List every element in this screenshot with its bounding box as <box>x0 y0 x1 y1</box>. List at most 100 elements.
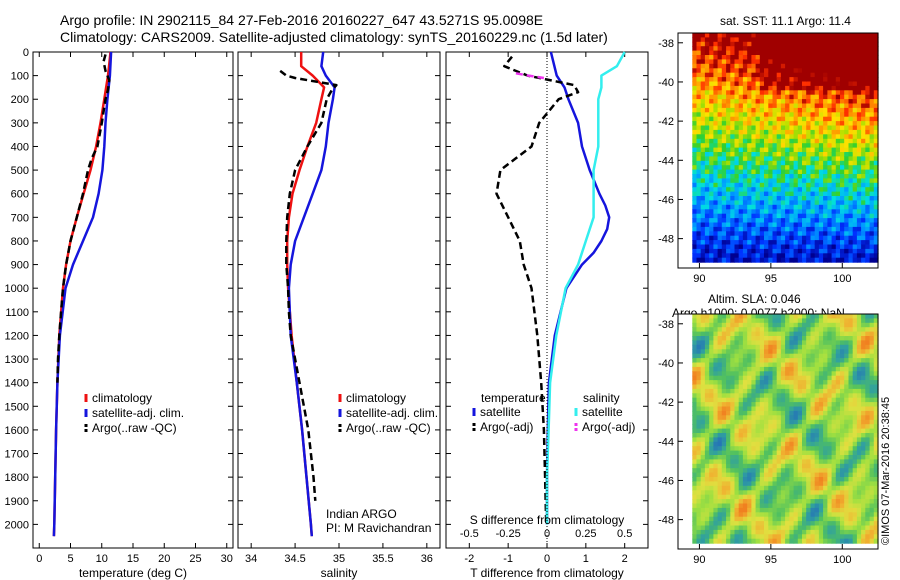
map-cell <box>861 169 866 175</box>
map-cell <box>793 257 799 263</box>
map-cell <box>840 322 845 328</box>
map-cell <box>726 441 731 447</box>
map-cell <box>768 50 774 56</box>
map-cell <box>848 534 854 540</box>
map-cell <box>717 375 723 381</box>
map-cell <box>713 349 719 355</box>
map-cell <box>764 72 769 78</box>
map-cell <box>759 314 765 319</box>
map-cell <box>704 103 710 109</box>
map-cell <box>721 46 727 52</box>
map-cell <box>810 72 816 78</box>
map-cell <box>840 182 845 188</box>
map-cell <box>835 125 841 131</box>
map-cell <box>734 402 740 408</box>
map-cell <box>717 121 723 127</box>
depth-tick-label: 1600 <box>5 425 29 437</box>
map-cell <box>873 362 879 368</box>
map-cell <box>789 314 795 319</box>
map-cell <box>717 419 723 425</box>
map-cell <box>785 340 790 346</box>
map-cell <box>768 362 774 368</box>
map-cell <box>865 406 871 412</box>
map-cell <box>785 204 790 210</box>
map-cell <box>823 41 828 47</box>
map-cell <box>865 450 871 456</box>
map-cell <box>772 433 778 438</box>
map-cell <box>793 340 799 346</box>
map-cell <box>776 107 782 113</box>
map-cell <box>873 204 879 210</box>
map-cell <box>768 178 774 184</box>
map-cell <box>865 318 871 324</box>
map-cell <box>848 121 854 127</box>
map-cell <box>802 222 807 228</box>
map-cell <box>713 485 719 491</box>
map-cell <box>785 428 790 434</box>
map-cell <box>768 77 774 83</box>
map-cell <box>818 481 824 487</box>
map-cell <box>789 327 795 333</box>
map-cell <box>785 222 790 228</box>
map-cell <box>734 165 740 171</box>
map-cell <box>704 165 710 171</box>
map-cell <box>755 59 761 65</box>
map-cell <box>840 129 845 135</box>
map-cell <box>823 419 828 425</box>
map-cell <box>780 441 786 447</box>
map-cell <box>755 160 761 166</box>
map-cell <box>831 103 837 109</box>
map-cell <box>848 209 854 215</box>
map-cell <box>831 446 837 452</box>
map-cell <box>747 99 752 105</box>
map-cell <box>742 147 748 153</box>
map-cell <box>802 187 807 193</box>
map-cell <box>810 160 816 166</box>
map-cell <box>738 107 744 113</box>
float-pi: PI: M Ravichandran <box>326 521 431 535</box>
map-cell <box>865 248 871 254</box>
map-cell <box>692 477 698 482</box>
map-cell <box>747 494 752 500</box>
map-cell <box>747 410 752 416</box>
map-cell <box>797 59 803 65</box>
map-cell <box>810 366 816 372</box>
map-cell <box>827 63 833 69</box>
map-cell <box>852 529 858 535</box>
map-cell <box>865 143 871 149</box>
map-cell <box>709 424 714 430</box>
map-cell <box>734 41 740 47</box>
map-cell <box>742 235 748 241</box>
map-cell <box>730 248 736 254</box>
map-cell <box>780 415 786 421</box>
map-cell <box>776 384 782 390</box>
map-cell <box>789 235 795 241</box>
map-cell <box>852 384 858 390</box>
depth-tick-label: 100 <box>11 71 29 83</box>
map-cell <box>835 156 841 162</box>
map-cell <box>704 463 710 469</box>
map-cell <box>726 455 731 460</box>
map-cell <box>700 90 706 96</box>
map-cell <box>856 103 862 109</box>
map-cell <box>768 424 774 430</box>
map-cell <box>768 213 774 219</box>
map-cell <box>806 314 811 319</box>
map-cell <box>709 516 714 522</box>
map-cell <box>802 410 807 416</box>
map-cell <box>780 428 786 434</box>
map-cell <box>713 362 719 368</box>
map-cell <box>797 196 803 201</box>
map-cell <box>844 455 849 460</box>
map-cell <box>755 147 761 153</box>
map-cell <box>759 397 765 403</box>
map-cell <box>869 99 875 105</box>
map-cell <box>818 485 824 491</box>
map-cell <box>856 344 862 350</box>
map-cell <box>873 380 879 386</box>
map-cell <box>734 472 740 478</box>
map-cell <box>865 94 871 100</box>
map-cell <box>751 222 757 228</box>
map-cell <box>751 349 757 355</box>
